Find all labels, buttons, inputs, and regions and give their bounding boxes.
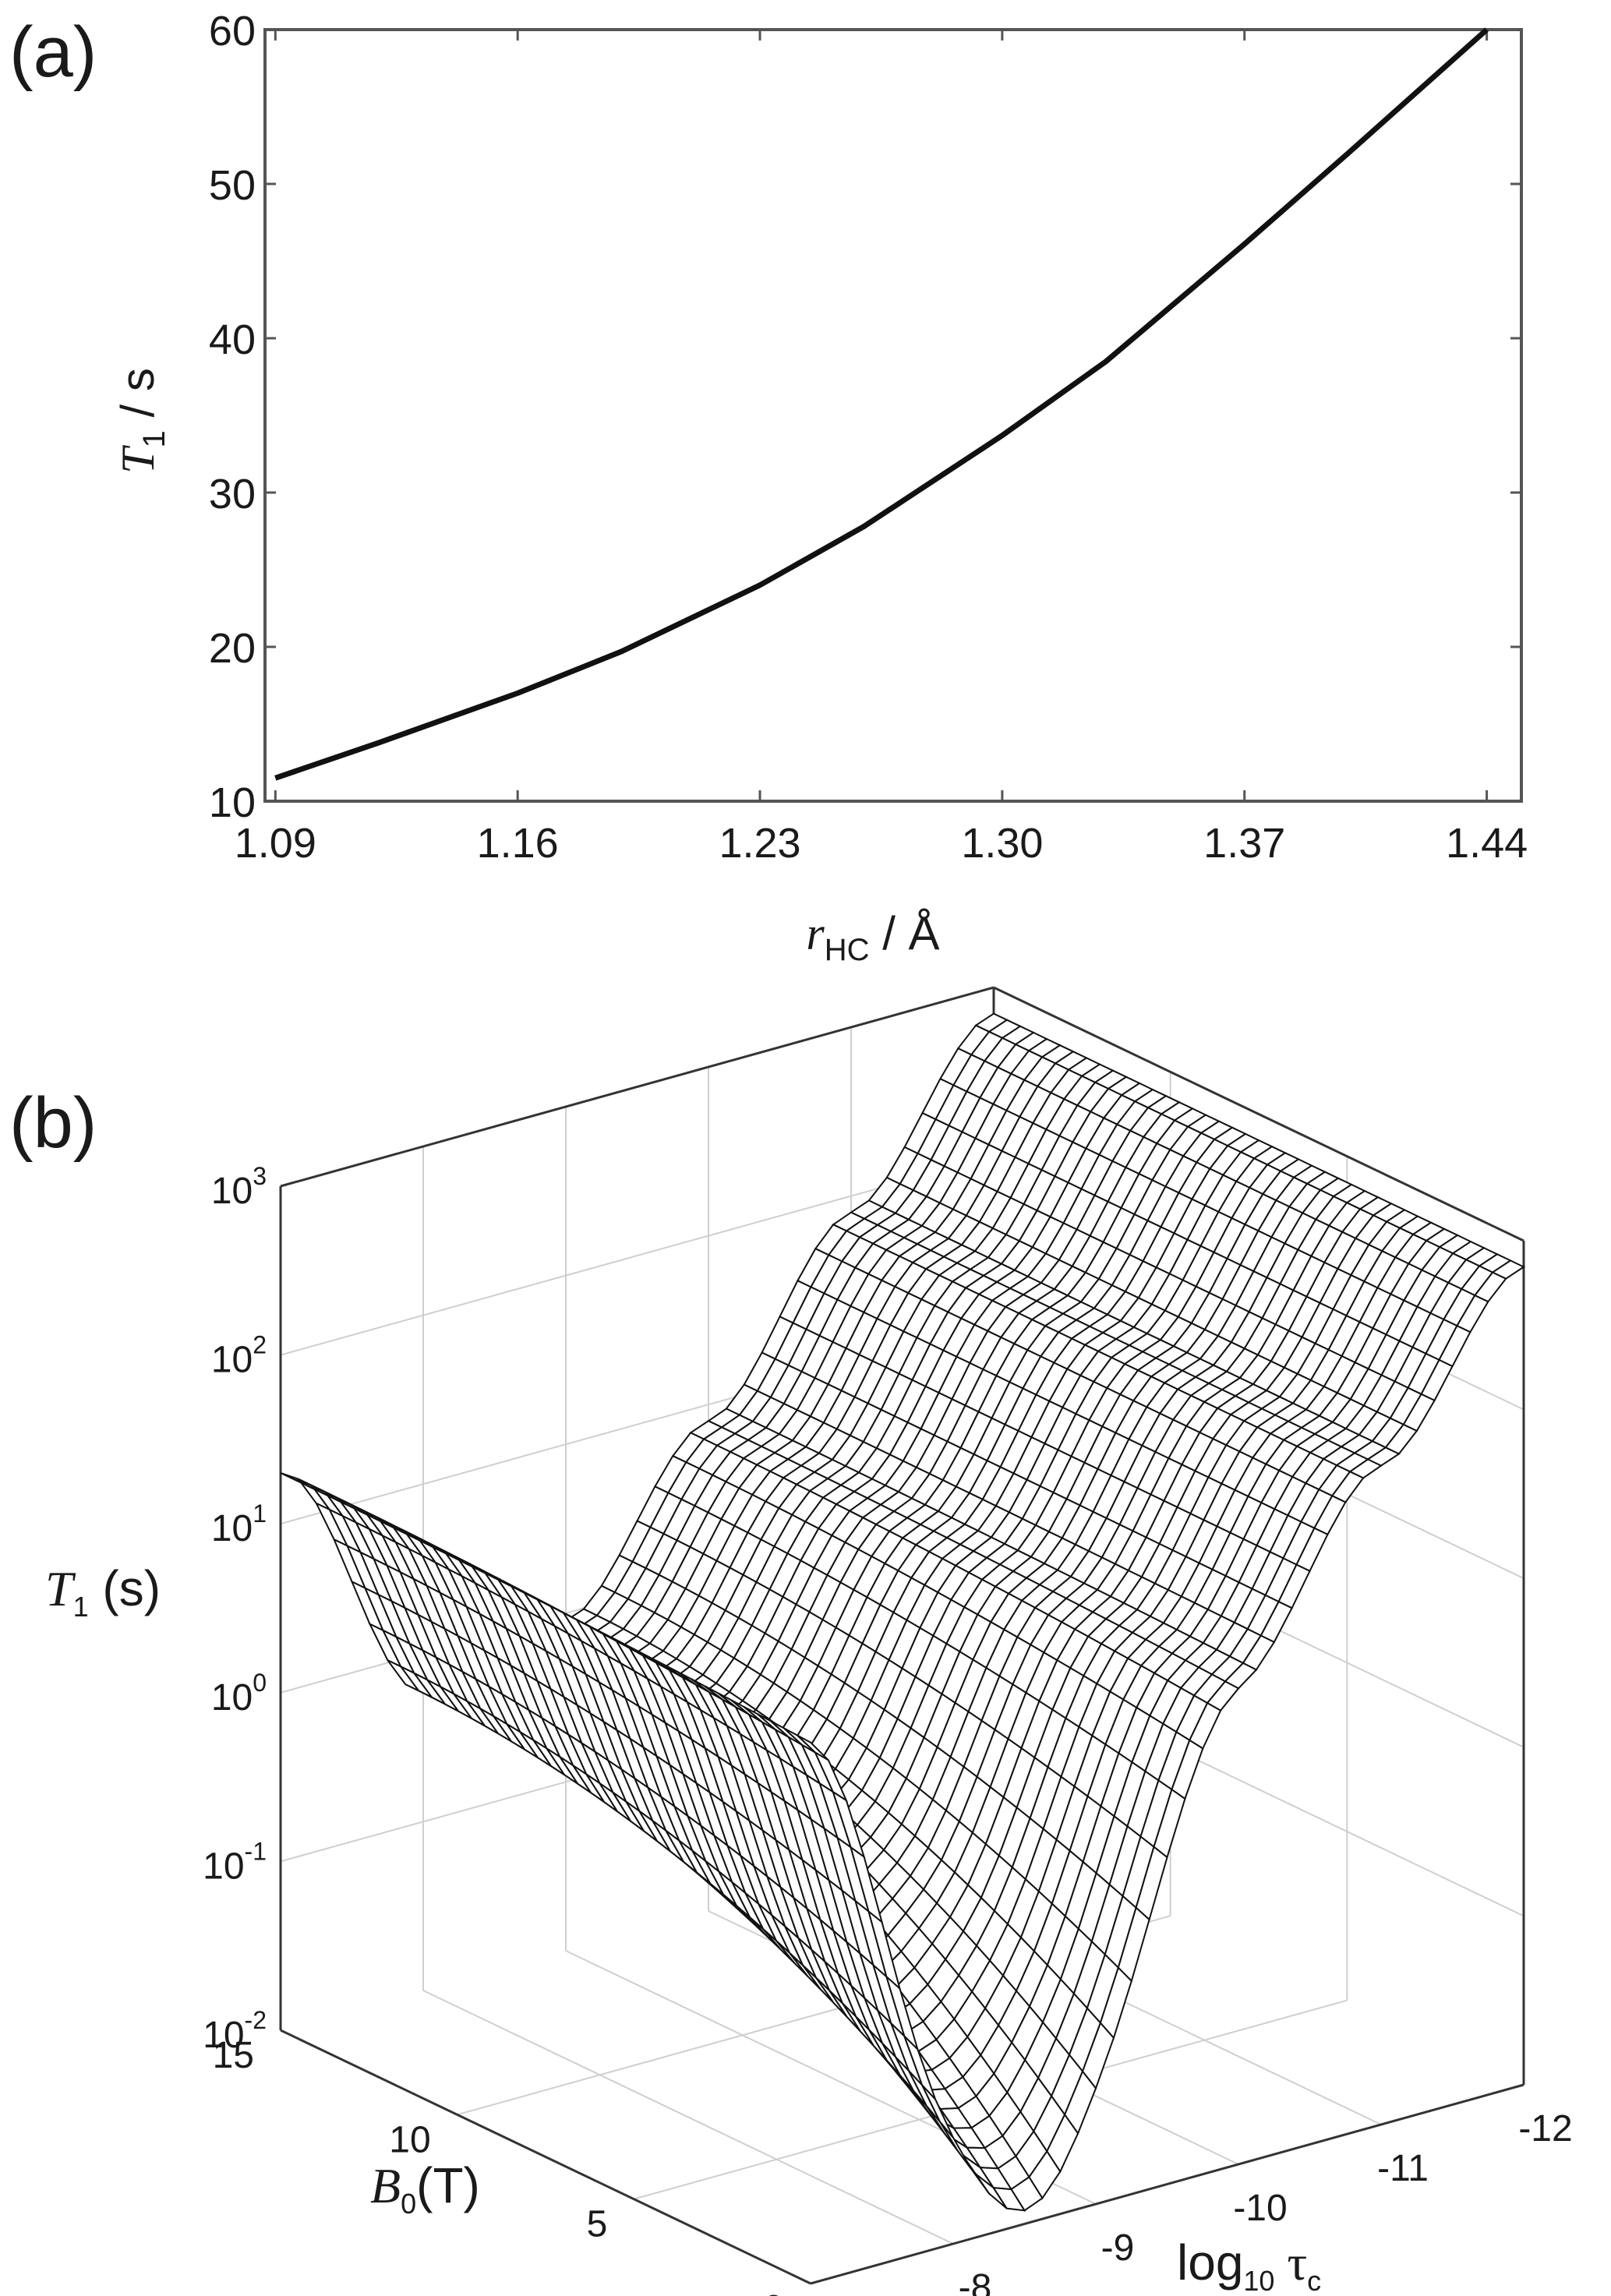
tau-tick-label: -10	[1233, 2188, 1287, 2229]
box-edge	[280, 2029, 811, 2285]
x-tick-label: 1.09	[235, 820, 316, 867]
panel-a: (a) 10 20 30 40 50 60 1.09 1.16 1.23 1.30 1.37 1.4…	[9, 8, 1528, 967]
b0-tick-label: 10	[389, 2119, 430, 2160]
panel-a-x-ticks: 1.09 1.16 1.23 1.30 1.37 1.44	[235, 30, 1528, 867]
surface-cell	[797, 1734, 829, 1761]
panel-b-surface-mesh	[280, 1012, 1526, 2212]
panel-a-y-axis-label: T1 / s	[111, 368, 171, 474]
z-tick-label: 101	[211, 1499, 267, 1549]
z-tick-label: 102	[211, 1331, 267, 1381]
panel-a-label: (a)	[9, 12, 97, 92]
y-tick-label: 10	[209, 779, 256, 826]
tau-tick-label: -12	[1518, 2108, 1572, 2149]
tau-tick-label: -9	[1101, 2227, 1135, 2269]
b0-tick-label: 5	[587, 2204, 608, 2245]
z-tick-label: 103	[211, 1162, 267, 1212]
box-edge	[280, 986, 995, 1188]
z-tick-label: 10-2	[203, 2006, 267, 2056]
panel-b-tick-labels: 10310210110010-110-2151050-7-8-9-10-11-1…	[203, 1162, 1573, 2296]
b0-tick-label: 15	[213, 2035, 254, 2076]
box-edge	[993, 986, 1524, 1242]
y-tick-label: 40	[209, 316, 256, 363]
x-tick-label: 1.16	[477, 820, 559, 867]
panel-b-z-axis-label: T1 (s)	[45, 1560, 161, 1623]
x-tick-label: 1.23	[719, 820, 800, 867]
z-tick-label: 10-1	[203, 1837, 267, 1887]
panel-a-plot-frame	[263, 28, 1523, 803]
z-tick-label: 100	[211, 1669, 267, 1718]
x-tick-label: 1.37	[1203, 820, 1285, 867]
box-edge	[810, 2083, 1524, 2285]
y-tick-label: 30	[209, 471, 256, 517]
y-tick-label: 60	[209, 8, 256, 55]
panel-b-tau-axis-label: log10 τc	[1177, 2234, 1321, 2296]
tau-tick-label: -11	[1377, 2148, 1429, 2189]
x-tick-label: 1.30	[961, 820, 1043, 867]
panel-a-series-line	[274, 27, 1489, 781]
panel-b-b0-axis-label: B0(T)	[370, 2157, 480, 2220]
wall-grid-line	[280, 1155, 995, 1356]
panel-a-y-ticks: 10 20 30 40 50 60	[209, 8, 1521, 826]
x-tick-label: 1.44	[1446, 820, 1528, 867]
tau-tick-label: -8	[959, 2267, 992, 2296]
y-tick-label: 20	[209, 625, 256, 672]
panel-a-x-axis-label: rHC / Å	[806, 907, 939, 967]
panel-b-label: (b)	[9, 1083, 97, 1163]
floor-grid-line	[422, 1990, 954, 2245]
b0-tick-label: 0	[763, 2288, 784, 2296]
y-tick-label: 50	[209, 162, 256, 209]
panel-b: (b) 10310210110010-110-2151050-7-8-9-10-…	[9, 986, 1573, 2296]
